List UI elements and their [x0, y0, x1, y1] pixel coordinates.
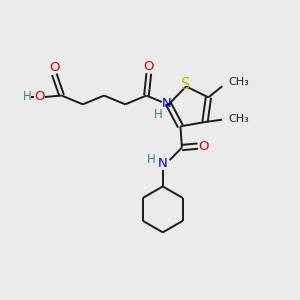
Text: H: H	[154, 109, 163, 122]
Text: O: O	[34, 91, 45, 103]
Text: CH₃: CH₃	[228, 77, 249, 87]
Text: O: O	[198, 140, 208, 153]
Text: H: H	[147, 153, 155, 166]
Text: CH₃: CH₃	[229, 114, 249, 124]
Text: N: N	[162, 97, 171, 110]
Text: N: N	[158, 157, 168, 170]
Text: O: O	[49, 61, 60, 74]
Text: S: S	[182, 77, 191, 92]
Text: H: H	[23, 91, 32, 103]
Text: O: O	[144, 61, 154, 74]
